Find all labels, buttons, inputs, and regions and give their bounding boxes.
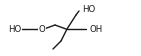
Text: OH: OH bbox=[90, 25, 103, 34]
Text: HO: HO bbox=[82, 5, 95, 14]
Text: HO: HO bbox=[8, 25, 21, 34]
Text: O: O bbox=[39, 25, 45, 34]
